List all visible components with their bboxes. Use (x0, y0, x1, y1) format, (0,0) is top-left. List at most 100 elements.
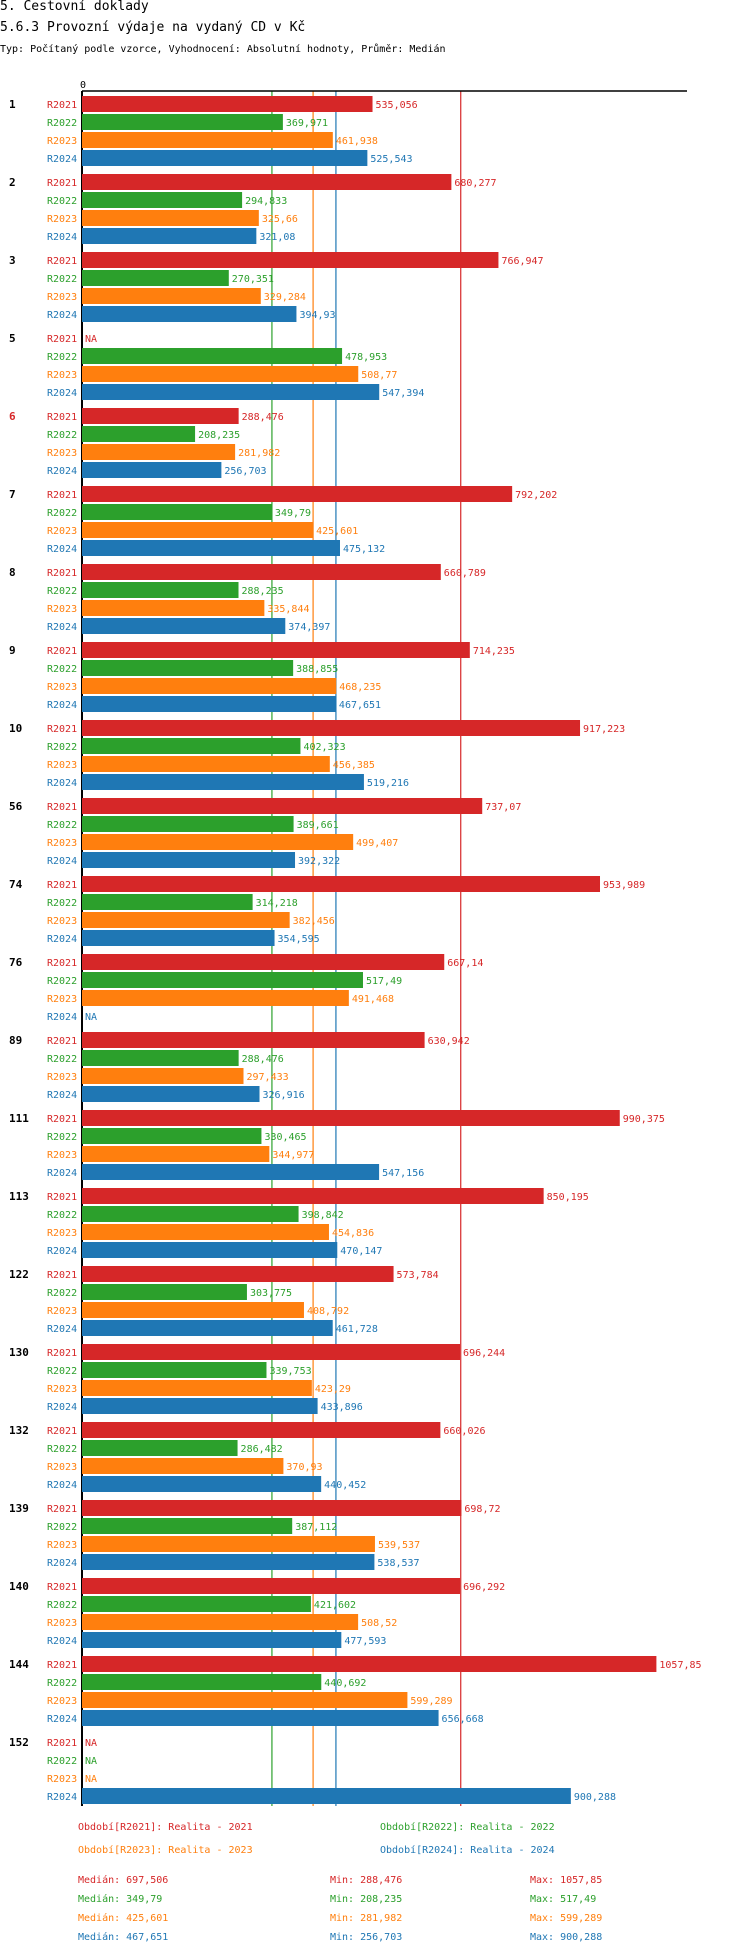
stat-median-r2022: Medián: 349,79 (78, 1894, 163, 1905)
value-label: 660,026 (443, 1426, 485, 1437)
series-label: R2023 (47, 760, 77, 771)
bar (82, 972, 363, 988)
value-label: 737,07 (485, 802, 521, 813)
chart-title: 5.6.3 Provozní výdaje na vydaný CD v Kč (0, 20, 306, 35)
value-label: 660,789 (444, 568, 486, 579)
group-label: 140 (9, 1580, 29, 1593)
value-label: 461,938 (336, 136, 378, 147)
value-label: 392,322 (298, 856, 340, 867)
value-label: 525,543 (370, 154, 412, 165)
series-label: R2021 (47, 1348, 77, 1359)
bar (82, 1362, 267, 1378)
series-label: R2023 (47, 1618, 77, 1629)
series-label: R2023 (47, 1306, 77, 1317)
value-label: 335,844 (267, 604, 309, 615)
bar (82, 696, 336, 712)
bar (82, 798, 483, 814)
value-label: 680,277 (454, 178, 496, 189)
bar (82, 834, 354, 850)
series-label: R2022 (47, 508, 77, 519)
bar (82, 1320, 333, 1336)
bar (82, 1554, 375, 1570)
value-label: 519,216 (367, 778, 409, 789)
series-label: R2024 (47, 1012, 77, 1023)
value-label: 990,375 (623, 1114, 665, 1125)
group-label: 76 (9, 956, 23, 969)
value-label: 766,947 (501, 256, 543, 267)
value-label: 270,351 (232, 274, 274, 285)
bar (82, 408, 239, 424)
bar (82, 600, 265, 616)
bar (82, 1476, 322, 1492)
group-label: 3 (9, 254, 16, 267)
series-label: R2021 (47, 412, 77, 423)
series-label: R2024 (47, 856, 77, 867)
series-label: R2021 (47, 334, 77, 345)
series-label: R2022 (47, 1054, 77, 1065)
series-label: R2021 (47, 646, 77, 657)
bar (82, 1398, 318, 1414)
value-label: 953,989 (603, 880, 645, 891)
group-label: 7 (9, 488, 16, 501)
series-label: R2023 (47, 526, 77, 537)
value-label: 714,235 (473, 646, 515, 657)
bar (82, 288, 261, 304)
bar (82, 270, 229, 286)
series-label: R2022 (47, 664, 77, 675)
bar (82, 1500, 462, 1516)
series-label: R2024 (47, 1792, 77, 1803)
series-label: R2022 (47, 820, 77, 831)
series-label: R2022 (47, 1678, 77, 1689)
series-label: R2022 (47, 1756, 77, 1767)
value-label: 256,703 (224, 466, 266, 477)
bar (82, 618, 286, 634)
series-label: R2024 (47, 1636, 77, 1647)
series-label: R2022 (47, 274, 77, 285)
series-label: R2023 (47, 682, 77, 693)
bar (82, 1578, 461, 1594)
series-label: R2024 (47, 232, 77, 243)
value-label: 297,433 (247, 1072, 289, 1083)
series-label: R2024 (47, 622, 77, 633)
bar (82, 228, 257, 244)
bar (82, 1266, 394, 1282)
series-label: R2021 (47, 1114, 77, 1125)
value-label: 547,394 (382, 388, 424, 399)
value-label: 423,29 (315, 1384, 351, 1395)
bar (82, 660, 294, 676)
stat-max-r2024: Max: 900,288 (530, 1932, 603, 1943)
value-label: 288,476 (242, 1054, 284, 1065)
series-label: R2022 (47, 196, 77, 207)
value-label: 792,202 (515, 490, 557, 501)
bar (82, 1344, 461, 1360)
value-label: 508,52 (361, 1618, 397, 1629)
bar (82, 114, 283, 130)
value-label: 330,465 (264, 1132, 306, 1143)
value-label: 349,79 (275, 508, 311, 519)
value-label: 288,476 (242, 412, 284, 423)
series-label: R2021 (47, 178, 77, 189)
bar (82, 1032, 425, 1048)
group-label: 122 (9, 1268, 29, 1281)
bar (82, 1164, 380, 1180)
value-label: 477,593 (344, 1636, 386, 1647)
series-label: R2021 (47, 1504, 77, 1515)
series-label: R2021 (47, 490, 77, 501)
group-label: 89 (9, 1034, 22, 1047)
bar (82, 1692, 408, 1708)
na-label: NA (85, 334, 97, 345)
stat-min-r2022: Min: 208,235 (330, 1894, 403, 1905)
bar (82, 486, 513, 502)
series-label: R2021 (47, 724, 77, 735)
stat-max-r2022: Max: 517,49 (530, 1894, 597, 1905)
bar (82, 582, 239, 598)
axis-zero-label: 0 (80, 80, 86, 91)
value-label: 499,407 (356, 838, 398, 849)
value-label: 208,235 (198, 430, 240, 441)
value-label: 408,792 (307, 1306, 349, 1317)
value-label: 421,602 (314, 1600, 356, 1611)
value-label: 425,601 (316, 526, 358, 537)
bar (82, 1224, 329, 1240)
bar (82, 426, 196, 442)
